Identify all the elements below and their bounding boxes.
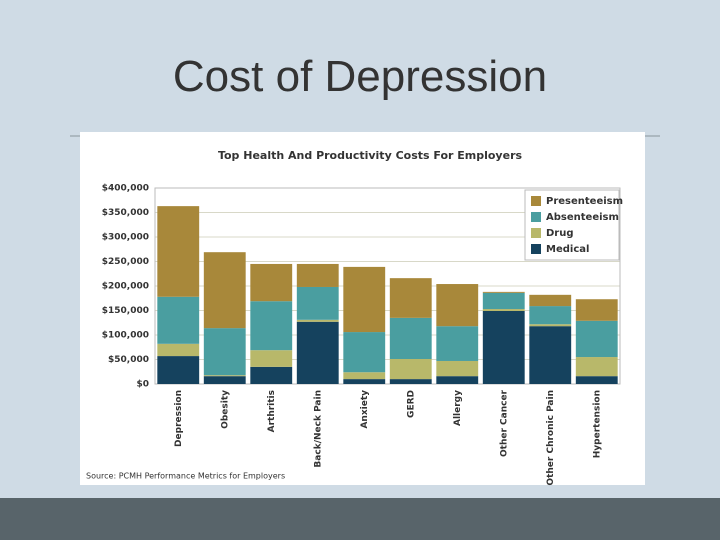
- bar-segment: [296, 319, 339, 322]
- bar-segment: [157, 343, 200, 357]
- y-tick-label: $250,000: [102, 257, 149, 267]
- plot-frame: [154, 187, 621, 385]
- bar-segment: [343, 266, 386, 333]
- bar-segment: [343, 332, 386, 373]
- bar-segment: [250, 263, 293, 302]
- x-tick-label: Hypertension: [592, 390, 602, 458]
- bar-segment: [343, 372, 386, 380]
- x-tick-label: Allergy: [453, 390, 463, 426]
- bar-segment: [250, 366, 293, 384]
- legend-label: Medical: [546, 244, 589, 255]
- bar-segment: [389, 359, 432, 380]
- x-tick-label: Other Chronic Pain: [546, 390, 556, 486]
- bar-segment: [157, 296, 200, 344]
- bar-segment: [575, 376, 618, 384]
- bar-segment: [482, 291, 525, 293]
- legend-swatch: [531, 196, 541, 206]
- y-tick-label: $0: [136, 380, 149, 390]
- y-tick-label: $350,000: [102, 208, 149, 218]
- legend-label: Presenteeism: [546, 196, 623, 207]
- y-tick-label: $400,000: [102, 184, 149, 194]
- bar-segment: [343, 379, 386, 384]
- bar-segment: [157, 356, 200, 384]
- y-tick-label: $100,000: [102, 331, 149, 341]
- x-tick-label: Arthritis: [267, 390, 277, 432]
- bar-segment: [575, 320, 618, 358]
- slide-title: Cost of Depression: [172, 52, 548, 101]
- x-tick-label: GERD: [406, 390, 416, 418]
- y-tick-label: $300,000: [102, 233, 149, 243]
- legend-label: Absenteeism: [546, 212, 619, 223]
- x-tick-label: Back/Neck Pain: [313, 390, 323, 468]
- bar-segment: [529, 306, 572, 325]
- chart: Top Health And Productivity Costs For Em…: [86, 149, 623, 486]
- bar-segment: [203, 328, 246, 376]
- bar-segment: [436, 326, 479, 361]
- chart-source: Source: PCMH Performance Metrics for Emp…: [86, 472, 285, 481]
- bar-segment: [296, 321, 339, 384]
- x-tick-label: Anxiety: [360, 390, 370, 429]
- bar-segment: [389, 278, 432, 318]
- legend-label: Drug: [546, 228, 574, 239]
- bar-segment: [529, 326, 572, 384]
- x-tick-label: Obesity: [220, 390, 230, 429]
- y-tick-label: $200,000: [102, 282, 149, 292]
- x-tick-label: Depression: [174, 390, 184, 447]
- bar-segment: [482, 292, 525, 310]
- x-tick-label: Other Cancer: [499, 389, 509, 457]
- footer-bar: [0, 498, 720, 540]
- bar-segment: [250, 350, 293, 367]
- bar-segment: [529, 324, 572, 327]
- bar-segment: [203, 375, 246, 377]
- bar-segment: [389, 379, 432, 384]
- chart-title: Top Health And Productivity Costs For Em…: [218, 149, 523, 162]
- bar-segment: [296, 263, 339, 287]
- bar-segment: [436, 360, 479, 377]
- y-tick-label: $50,000: [108, 355, 149, 365]
- bar-segment: [296, 286, 339, 320]
- legend-swatch: [531, 244, 541, 254]
- bar-segment: [575, 357, 618, 377]
- bar-segment: [203, 252, 246, 329]
- bar-segment: [482, 310, 525, 384]
- bar-segment: [389, 317, 432, 360]
- bar-segment: [529, 294, 572, 307]
- legend-swatch: [531, 212, 541, 222]
- bar-segment: [575, 299, 618, 321]
- legend-swatch: [531, 228, 541, 238]
- bar-segment: [436, 376, 479, 384]
- y-tick-label: $150,000: [102, 306, 149, 316]
- bar-segment: [157, 206, 200, 297]
- bar-segment: [482, 309, 525, 311]
- bar-segment: [250, 301, 293, 351]
- bar-segment: [203, 376, 246, 384]
- bar-segment: [436, 284, 479, 327]
